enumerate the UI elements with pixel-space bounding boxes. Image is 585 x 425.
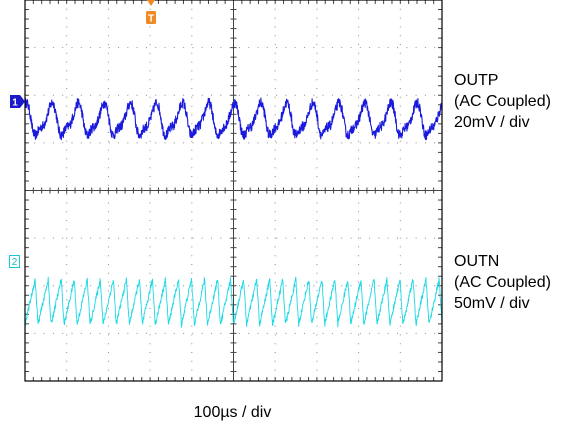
channel-2-marker: 2 [9,255,20,268]
channel-2-scale: 50mV / div [454,295,530,312]
time-per-division-label: 100µs / div [193,404,272,421]
channel-1-scale: 20mV / div [454,114,530,131]
trigger-marker: T [146,0,156,25]
trigger-marker-label: T [148,14,154,25]
channel-1-marker: 1 [10,95,25,109]
channel-1-name: OUTP [454,72,499,89]
waveform-channel-2 [24,276,443,328]
channel-1-legend: OUTP (AC Coupled) 20mV / div [454,70,551,133]
channel-1-marker-label: 1 [12,98,18,109]
channel-2-name: OUTN [454,253,500,270]
waveform-channel-1 [24,97,443,141]
channel-2-marker-label: 2 [12,257,18,268]
scope-graticule [25,0,442,381]
scope-screen-border [24,0,443,382]
channel-2-coupling: (AC Coupled) [454,274,551,291]
channel-1-coupling: (AC Coupled) [454,93,551,110]
channel-2-legend: OUTN (AC Coupled) 50mV / div [454,251,551,314]
waveform-layer [24,97,443,328]
